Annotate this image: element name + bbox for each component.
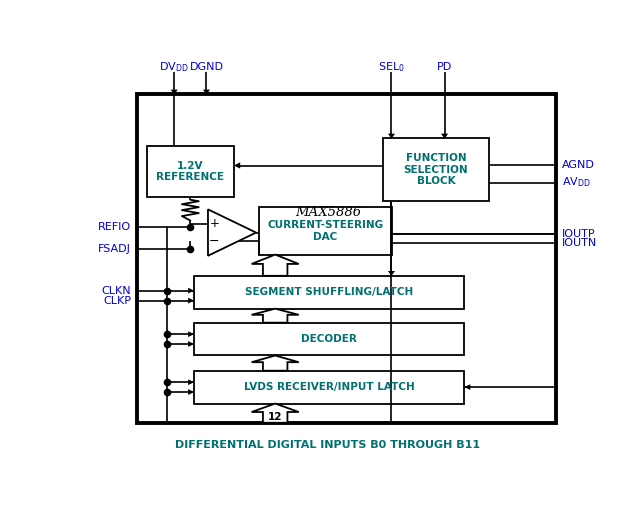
Text: DGND: DGND bbox=[189, 62, 223, 72]
FancyBboxPatch shape bbox=[194, 371, 465, 404]
FancyBboxPatch shape bbox=[383, 138, 489, 201]
Text: LVDS RECEIVER/INPUT LATCH: LVDS RECEIVER/INPUT LATCH bbox=[244, 382, 415, 392]
Text: CLKP: CLKP bbox=[103, 296, 131, 306]
Text: FUNCTION
SELECTION
BLOCK: FUNCTION SELECTION BLOCK bbox=[404, 153, 468, 186]
Polygon shape bbox=[388, 134, 395, 138]
FancyBboxPatch shape bbox=[137, 95, 556, 423]
Polygon shape bbox=[208, 210, 256, 256]
Polygon shape bbox=[188, 341, 194, 347]
Text: SEGMENT SHUFFLING/LATCH: SEGMENT SHUFFLING/LATCH bbox=[245, 287, 413, 297]
Text: IOUTN: IOUTN bbox=[562, 238, 597, 248]
FancyBboxPatch shape bbox=[194, 276, 465, 309]
Text: IOUTP: IOUTP bbox=[562, 229, 596, 239]
Text: DIFFERENTIAL DIGITAL INPUTS B0 THROUGH B11: DIFFERENTIAL DIGITAL INPUTS B0 THROUGH B… bbox=[175, 440, 481, 450]
Text: CLKN: CLKN bbox=[102, 285, 131, 296]
FancyBboxPatch shape bbox=[259, 207, 392, 255]
Polygon shape bbox=[465, 384, 470, 390]
Text: FSADJ: FSADJ bbox=[98, 243, 131, 254]
Polygon shape bbox=[171, 89, 178, 95]
Polygon shape bbox=[188, 331, 194, 337]
FancyBboxPatch shape bbox=[147, 147, 234, 197]
Text: DECODER: DECODER bbox=[301, 334, 357, 344]
Text: CURRENT-STEERING
DAC: CURRENT-STEERING DAC bbox=[268, 220, 383, 242]
FancyBboxPatch shape bbox=[194, 322, 465, 356]
Polygon shape bbox=[188, 389, 194, 395]
Text: −: − bbox=[209, 235, 220, 248]
Polygon shape bbox=[252, 356, 299, 371]
Polygon shape bbox=[234, 162, 240, 168]
Text: DV$_{\sf DD}$: DV$_{\sf DD}$ bbox=[159, 60, 189, 74]
Polygon shape bbox=[252, 255, 299, 276]
Polygon shape bbox=[203, 89, 210, 95]
Text: REFIO: REFIO bbox=[98, 222, 131, 231]
Text: MAX5886: MAX5886 bbox=[295, 206, 361, 219]
Text: SEL$_{\sf 0}$: SEL$_{\sf 0}$ bbox=[378, 60, 405, 74]
Polygon shape bbox=[188, 379, 194, 385]
Polygon shape bbox=[188, 288, 194, 293]
Polygon shape bbox=[441, 134, 448, 138]
Polygon shape bbox=[188, 298, 194, 304]
Text: +: + bbox=[209, 217, 220, 230]
Polygon shape bbox=[388, 271, 395, 276]
Text: AGND: AGND bbox=[562, 160, 595, 170]
Text: PD: PD bbox=[437, 62, 452, 72]
Text: 1.2V
REFERENCE: 1.2V REFERENCE bbox=[156, 161, 225, 183]
Polygon shape bbox=[252, 404, 299, 423]
Text: AV$_{\sf DD}$: AV$_{\sf DD}$ bbox=[562, 176, 591, 189]
Text: 12: 12 bbox=[268, 412, 282, 422]
Polygon shape bbox=[252, 309, 299, 322]
